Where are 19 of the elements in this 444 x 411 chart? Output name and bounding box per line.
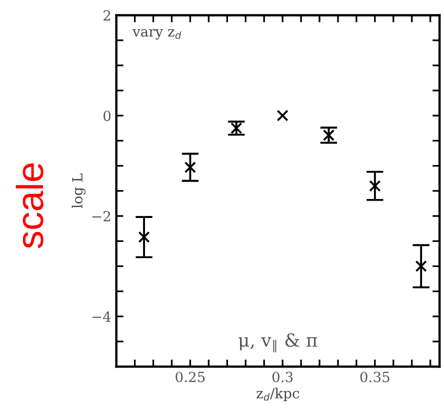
y-tick-label: 0: [104, 110, 111, 122]
text: scale: [16, 163, 44, 248]
x-tick-label: 0.3: [272, 372, 293, 382]
point: [230, 122, 242, 134]
point: [369, 180, 381, 192]
y-tick-label: 2: [104, 10, 110, 20]
point: [322, 129, 335, 142]
point: [276, 110, 288, 122]
y-tick-label: −2: [92, 210, 110, 222]
x-tick-label: 0.35: [360, 372, 390, 382]
y-axis-title: log L: [72, 174, 86, 208]
x-tick-label: 0.25: [176, 372, 205, 382]
y-tick-label: −4: [92, 311, 111, 322]
x-axis-title: z$_{d}$/kpc: [256, 388, 300, 402]
point: [184, 161, 196, 174]
point: [415, 260, 427, 272]
point: [138, 231, 150, 243]
annotation: vary z$_{d}$: [132, 29, 182, 40]
annotation: μ, v$_{∥}$ & π: [238, 333, 318, 352]
